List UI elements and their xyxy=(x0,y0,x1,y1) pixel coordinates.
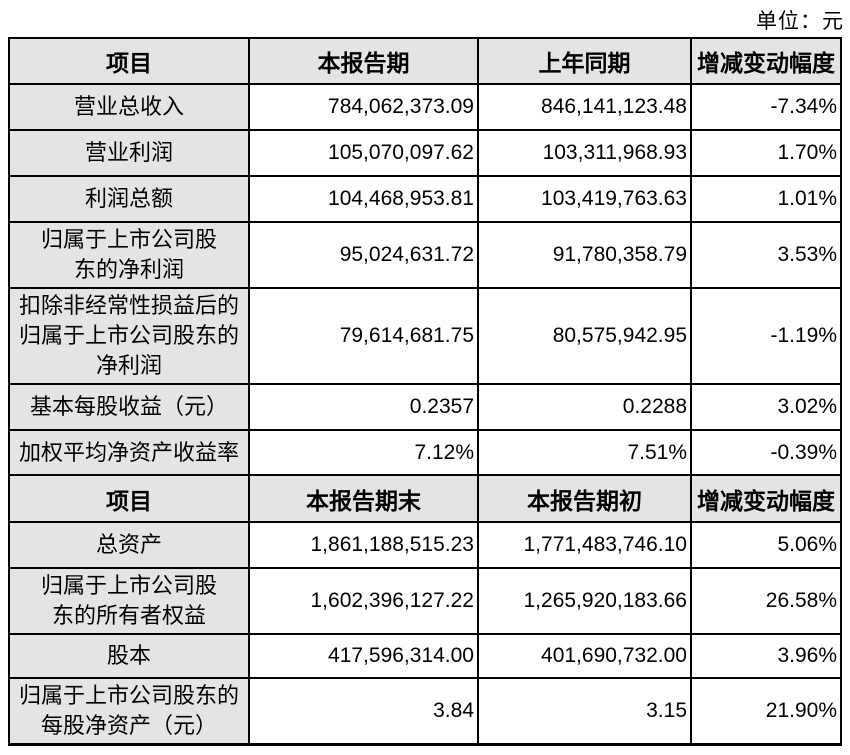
table-row-weighted-avg-roe: 加权平均净资产收益率 7.12% 7.51% -0.39% xyxy=(8,429,842,476)
value-change-pct: 3.02% xyxy=(690,383,842,431)
value-current-period: 95,024,631.72 xyxy=(248,221,479,289)
row-item-label: 归属于上市公司股 东的净利润 xyxy=(8,221,250,289)
header-change-pct: 增减变动幅度 xyxy=(690,37,842,85)
value-prior-period: 91,780,358.79 xyxy=(477,221,692,289)
row-item-label: 归属于上市公司股 东的所有者权益 xyxy=(8,567,250,635)
table-row-net-assets-per-share: 归属于上市公司股东的 每股净资产（元） 3.84 3.15 21.90% xyxy=(8,677,842,746)
table-row-total-profit: 利润总额 104,468,953.81 103,419,763.63 1.01% xyxy=(8,175,842,223)
header-prior-period: 上年同期 xyxy=(477,37,692,85)
table-row-basic-eps: 基本每股收益（元） 0.2357 0.2288 3.02% xyxy=(8,383,842,431)
header-item: 项目 xyxy=(8,37,250,85)
value-current-period: 104,468,953.81 xyxy=(248,175,479,223)
key-financials-table: 项目 本报告期 上年同期 增减变动幅度 营业总收入 784,062,373.09… xyxy=(8,37,842,746)
value-period-begin: 1,265,920,183.66 xyxy=(477,567,692,635)
value-change-pct: -7.34% xyxy=(690,83,842,131)
value-period-end: 417,596,314.00 xyxy=(248,633,479,679)
value-prior-period: 80,575,942.95 xyxy=(477,287,692,385)
value-period-end: 1,602,396,127.22 xyxy=(248,567,479,635)
row-item-label: 总资产 xyxy=(8,521,250,569)
value-prior-period: 0.2288 xyxy=(477,383,692,431)
header-period-end: 本报告期末 xyxy=(248,474,479,523)
row-item-label: 营业利润 xyxy=(8,129,250,177)
table-row-total-revenue: 营业总收入 784,062,373.09 846,141,123.48 -7.3… xyxy=(8,83,842,131)
unit-label: 单位：元 xyxy=(756,9,844,33)
table-row-operating-profit: 营业利润 105,070,097.62 103,311,968.93 1.70% xyxy=(8,129,842,177)
value-change-pct: 5.06% xyxy=(690,521,842,569)
row-item-label: 股本 xyxy=(8,633,250,679)
value-change-pct: 3.53% xyxy=(690,221,842,289)
value-change-pct: 3.96% xyxy=(690,633,842,679)
value-prior-period: 7.51% xyxy=(477,429,692,476)
value-change-pct: -1.19% xyxy=(690,287,842,385)
row-item-label: 基本每股收益（元） xyxy=(8,383,250,431)
value-change-pct: 26.58% xyxy=(690,567,842,635)
value-prior-period: 103,419,763.63 xyxy=(477,175,692,223)
section1-header-row: 项目 本报告期 上年同期 增减变动幅度 xyxy=(8,37,842,85)
value-period-begin: 1,771,483,746.10 xyxy=(477,521,692,569)
header-item: 项目 xyxy=(8,474,250,523)
table-row-net-profit-attributable: 归属于上市公司股 东的净利润 95,024,631.72 91,780,358.… xyxy=(8,221,842,289)
value-change-pct: 21.90% xyxy=(690,677,842,746)
value-current-period: 0.2357 xyxy=(248,383,479,431)
value-current-period: 7.12% xyxy=(248,429,479,476)
value-prior-period: 846,141,123.48 xyxy=(477,83,692,131)
value-period-end: 1,861,188,515.23 xyxy=(248,521,479,569)
value-current-period: 79,614,681.75 xyxy=(248,287,479,385)
value-prior-period: 103,311,968.93 xyxy=(477,129,692,177)
value-period-end: 3.84 xyxy=(248,677,479,746)
table-row-owners-equity-attributable: 归属于上市公司股 东的所有者权益 1,602,396,127.22 1,265,… xyxy=(8,567,842,635)
row-item-label: 营业总收入 xyxy=(8,83,250,131)
table-row-share-capital: 股本 417,596,314.00 401,690,732.00 3.96% xyxy=(8,633,842,679)
section2-header-row: 项目 本报告期末 本报告期初 增减变动幅度 xyxy=(8,474,842,523)
table-row-net-profit-excl-nonrecurring: 扣除非经常性损益后的 归属于上市公司股东的 净利润 79,614,681.75 … xyxy=(8,287,842,385)
table-row-total-assets: 总资产 1,861,188,515.23 1,771,483,746.10 5.… xyxy=(8,521,842,569)
value-change-pct: -0.39% xyxy=(690,429,842,476)
value-period-begin: 3.15 xyxy=(477,677,692,746)
row-item-label: 扣除非经常性损益后的 归属于上市公司股东的 净利润 xyxy=(8,287,250,385)
header-change-pct: 增减变动幅度 xyxy=(690,474,842,523)
header-period-begin: 本报告期初 xyxy=(477,474,692,523)
value-current-period: 105,070,097.62 xyxy=(248,129,479,177)
value-period-begin: 401,690,732.00 xyxy=(477,633,692,679)
row-item-label: 加权平均净资产收益率 xyxy=(8,429,250,476)
value-change-pct: 1.70% xyxy=(690,129,842,177)
row-item-label: 利润总额 xyxy=(8,175,250,223)
value-change-pct: 1.01% xyxy=(690,175,842,223)
row-item-label: 归属于上市公司股东的 每股净资产（元） xyxy=(8,677,250,746)
header-current-period: 本报告期 xyxy=(248,37,479,85)
value-current-period: 784,062,373.09 xyxy=(248,83,479,131)
